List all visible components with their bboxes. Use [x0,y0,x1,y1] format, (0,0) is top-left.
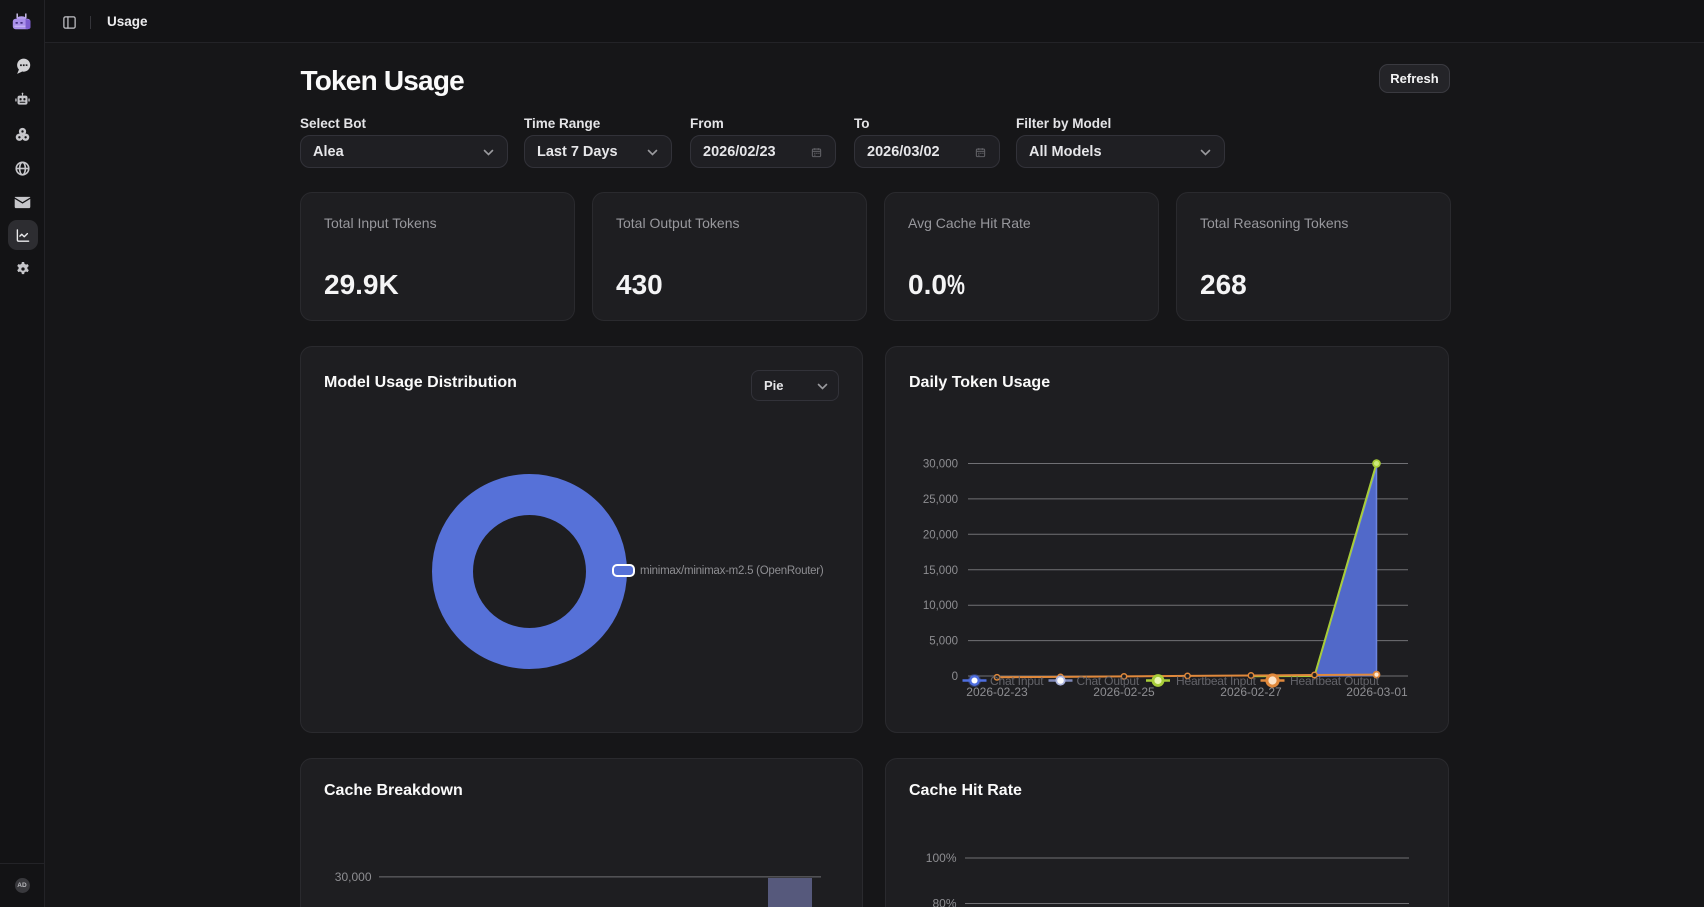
svg-text:Chat Input: Chat Input [990,674,1044,688]
svg-text:100%: 100% [926,851,957,865]
svg-text:5,000: 5,000 [929,636,958,648]
svg-text:10,000: 10,000 [923,600,958,612]
svg-text:0: 0 [952,671,958,683]
svg-text:2026-03-01: 2026-03-01 [1346,685,1408,699]
svg-text:2026-02-27: 2026-02-27 [1220,685,1282,699]
svg-text:30,000: 30,000 [923,459,958,471]
svg-text:20,000: 20,000 [923,529,958,541]
svg-text:80%: 80% [932,897,956,907]
svg-text:15,000: 15,000 [923,565,958,577]
svg-text:2026-02-25: 2026-02-25 [1093,685,1155,699]
svg-text:25,000: 25,000 [923,494,958,506]
svg-text:Chat Output: Chat Output [1077,674,1140,688]
svg-text:30,000: 30,000 [335,870,372,884]
svg-text:2026-02-23: 2026-02-23 [966,685,1028,699]
svg-text:Heartbeat Output: Heartbeat Output [1290,674,1380,688]
svg-text:Heartbeat Input: Heartbeat Input [1176,674,1257,688]
